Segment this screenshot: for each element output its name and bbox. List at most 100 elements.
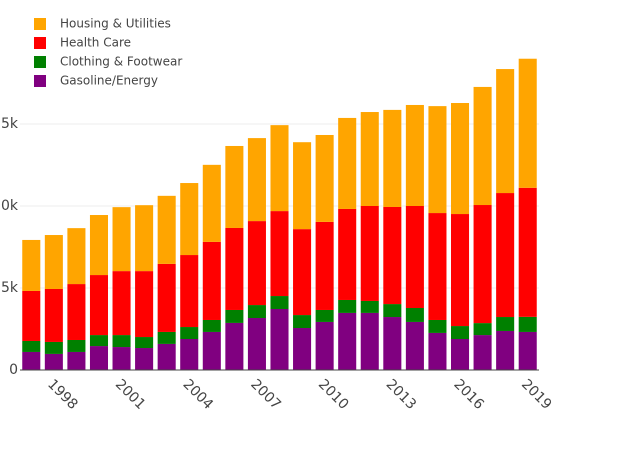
bar-segment — [157, 343, 176, 370]
bar-segment — [135, 337, 154, 349]
bar-segment — [405, 308, 424, 322]
bar-segment — [270, 211, 289, 297]
bar-segment — [338, 117, 357, 209]
x-tick-label: 2010 — [315, 376, 352, 413]
bar-segment — [293, 328, 312, 370]
bar-segment — [135, 271, 154, 338]
bar-segment — [428, 319, 447, 333]
bar-segment — [67, 284, 86, 340]
bar-segment — [360, 206, 379, 301]
bar-segment — [44, 235, 63, 289]
bar-segment — [180, 339, 199, 370]
bar-segment — [89, 346, 109, 370]
bar-segment — [405, 321, 424, 370]
bar-segment — [225, 309, 244, 323]
bar-segment — [450, 103, 470, 215]
bar-segment — [338, 208, 357, 300]
bar-segment — [315, 134, 334, 222]
bar-segment — [202, 164, 221, 242]
bar-segment — [383, 304, 402, 318]
bar-segment — [202, 319, 221, 332]
bar-segment — [473, 323, 492, 336]
bar-segment — [157, 331, 176, 344]
bar-segment — [270, 308, 289, 370]
x-tick-label: 2019 — [518, 376, 555, 413]
bar-segment — [157, 263, 176, 332]
bar-segment — [180, 255, 199, 328]
bar-segment — [135, 205, 154, 272]
bar-segment — [67, 228, 86, 285]
bar-segment — [360, 300, 379, 313]
bar-segment — [293, 142, 312, 230]
bar-segment — [44, 341, 63, 354]
bar-segment — [360, 312, 379, 370]
bar-segment — [67, 351, 86, 370]
bar-segment — [247, 305, 266, 319]
legend-label: Housing & Utilities — [60, 17, 171, 31]
bar-segment — [44, 353, 63, 370]
bar-segment — [428, 332, 447, 370]
bar-segment — [270, 125, 289, 212]
bar-segment — [112, 271, 131, 336]
bar-segment — [202, 241, 221, 320]
legend-swatch — [34, 18, 46, 30]
y-tick-label: 10k — [0, 198, 19, 214]
bar-segment — [383, 206, 402, 305]
bar-segment — [496, 317, 515, 331]
bar-segment — [496, 193, 515, 318]
x-tick-label: 2016 — [450, 376, 487, 413]
bar-segment — [67, 339, 86, 352]
bar-segment — [496, 69, 515, 194]
bar-segment — [428, 213, 447, 320]
bar-segment — [247, 221, 266, 306]
bar-segment — [496, 330, 515, 370]
x-tick-label: 2004 — [180, 376, 217, 413]
legend-label: Clothing & Footwear — [60, 55, 182, 69]
bar-segment — [157, 195, 176, 264]
x-tick-label: 2013 — [383, 376, 420, 413]
bar-segment — [225, 322, 244, 370]
bar-segment — [247, 318, 266, 370]
bar-segment — [338, 299, 357, 313]
legend-label: Health Care — [60, 36, 131, 50]
legend-swatch — [34, 56, 46, 68]
bar-segment — [473, 86, 492, 206]
bar-segment — [293, 229, 312, 316]
y-tick-label: 5k — [1, 280, 19, 296]
bar-segment — [225, 227, 244, 310]
legend-swatch — [34, 75, 46, 87]
bar-segment — [518, 187, 537, 317]
bar-segment — [360, 112, 379, 206]
bar-segment — [315, 321, 334, 370]
bar-segment — [405, 206, 424, 309]
bar-segment — [22, 340, 41, 352]
bar-segment — [315, 221, 334, 310]
legend-label: Gasoline/Energy — [60, 74, 158, 88]
bar-segment — [44, 288, 63, 342]
bar-segment — [383, 109, 402, 207]
bar-segment — [112, 207, 131, 272]
x-tick-label: 2007 — [247, 376, 284, 413]
bar-segment — [518, 331, 537, 370]
bar-segment — [450, 326, 470, 340]
bar-segment — [180, 183, 199, 256]
bar-segment — [89, 215, 109, 276]
y-tick-label: 15k — [0, 116, 19, 132]
legend-swatch — [34, 37, 46, 49]
bar-segment — [518, 316, 537, 332]
bar-segment — [293, 315, 312, 329]
bar-segment — [22, 351, 41, 370]
bar-segment — [22, 239, 41, 291]
bar-segment — [428, 106, 447, 214]
x-tick-label: 1998 — [44, 376, 81, 413]
bar-segment — [180, 327, 199, 340]
bar-segment — [315, 309, 334, 322]
bar-segment — [383, 317, 402, 370]
x-tick-label: 2001 — [112, 376, 149, 413]
bar-segment — [473, 335, 492, 370]
bar-segment — [89, 335, 109, 347]
bar-segment — [89, 275, 109, 336]
bar-segment — [202, 331, 221, 370]
bar-segment — [450, 339, 470, 370]
